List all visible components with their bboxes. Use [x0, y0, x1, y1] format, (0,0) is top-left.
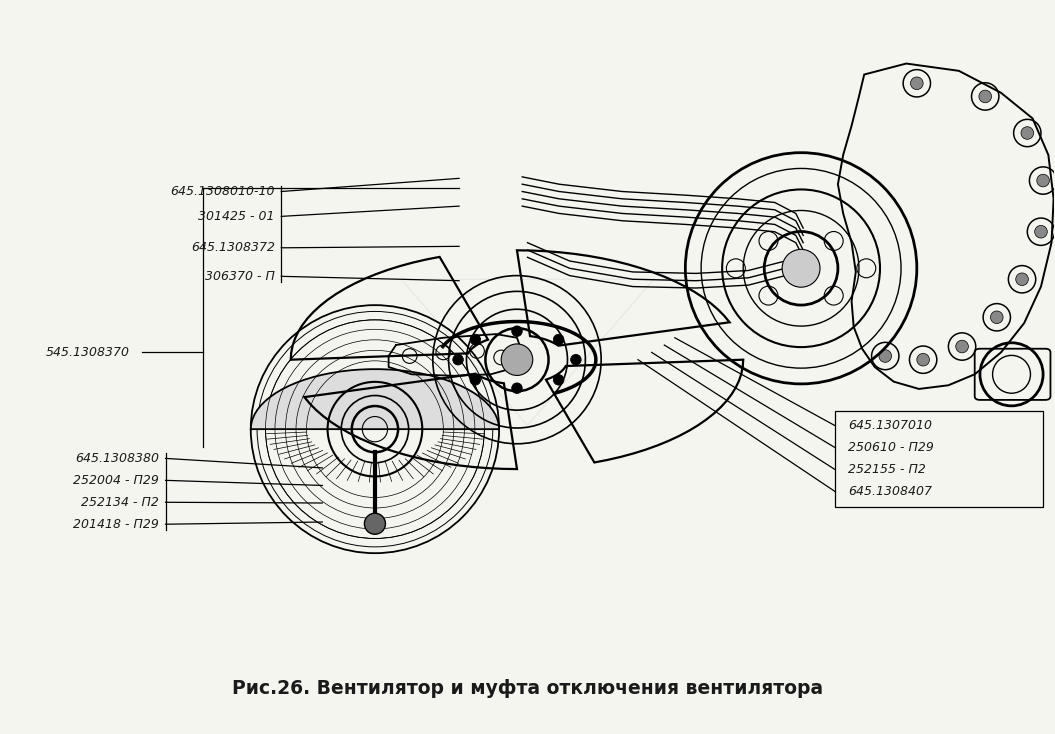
Ellipse shape	[453, 355, 463, 365]
Ellipse shape	[991, 311, 1003, 324]
Ellipse shape	[1037, 174, 1050, 187]
Text: 545.1308370: 545.1308370	[45, 346, 130, 359]
Ellipse shape	[471, 374, 481, 385]
Ellipse shape	[917, 353, 929, 366]
Ellipse shape	[1016, 273, 1029, 286]
Text: 301425 - 01: 301425 - 01	[198, 210, 275, 223]
Ellipse shape	[364, 513, 385, 534]
Ellipse shape	[554, 374, 564, 385]
Text: 645.1308380: 645.1308380	[75, 452, 159, 465]
Text: 252004 - П29: 252004 - П29	[74, 474, 159, 487]
Ellipse shape	[782, 250, 820, 287]
Ellipse shape	[554, 334, 564, 345]
Ellipse shape	[910, 77, 923, 90]
Text: 306370 - П: 306370 - П	[205, 270, 275, 283]
Ellipse shape	[512, 383, 522, 393]
Ellipse shape	[956, 341, 968, 353]
Text: 252155 - П2: 252155 - П2	[848, 463, 926, 476]
Ellipse shape	[571, 355, 581, 365]
Ellipse shape	[512, 326, 522, 336]
Text: 645.1308010-10: 645.1308010-10	[171, 185, 275, 198]
Text: 645.1308372: 645.1308372	[191, 241, 275, 254]
Ellipse shape	[879, 349, 891, 363]
Text: Рис.26. Вентилятор и муфта отключения вентилятора: Рис.26. Вентилятор и муфта отключения ве…	[232, 679, 823, 698]
Text: 645.1307010: 645.1307010	[848, 419, 933, 432]
Ellipse shape	[1021, 127, 1034, 139]
Polygon shape	[251, 369, 499, 429]
Ellipse shape	[501, 344, 533, 376]
Text: 645.1308407: 645.1308407	[848, 485, 933, 498]
Ellipse shape	[471, 334, 481, 345]
Text: 201418 - П29: 201418 - П29	[74, 517, 159, 531]
Ellipse shape	[979, 90, 992, 103]
Text: 252134 - П2: 252134 - П2	[81, 495, 159, 509]
Text: 250610 - П29: 250610 - П29	[848, 441, 935, 454]
Ellipse shape	[1035, 225, 1048, 238]
